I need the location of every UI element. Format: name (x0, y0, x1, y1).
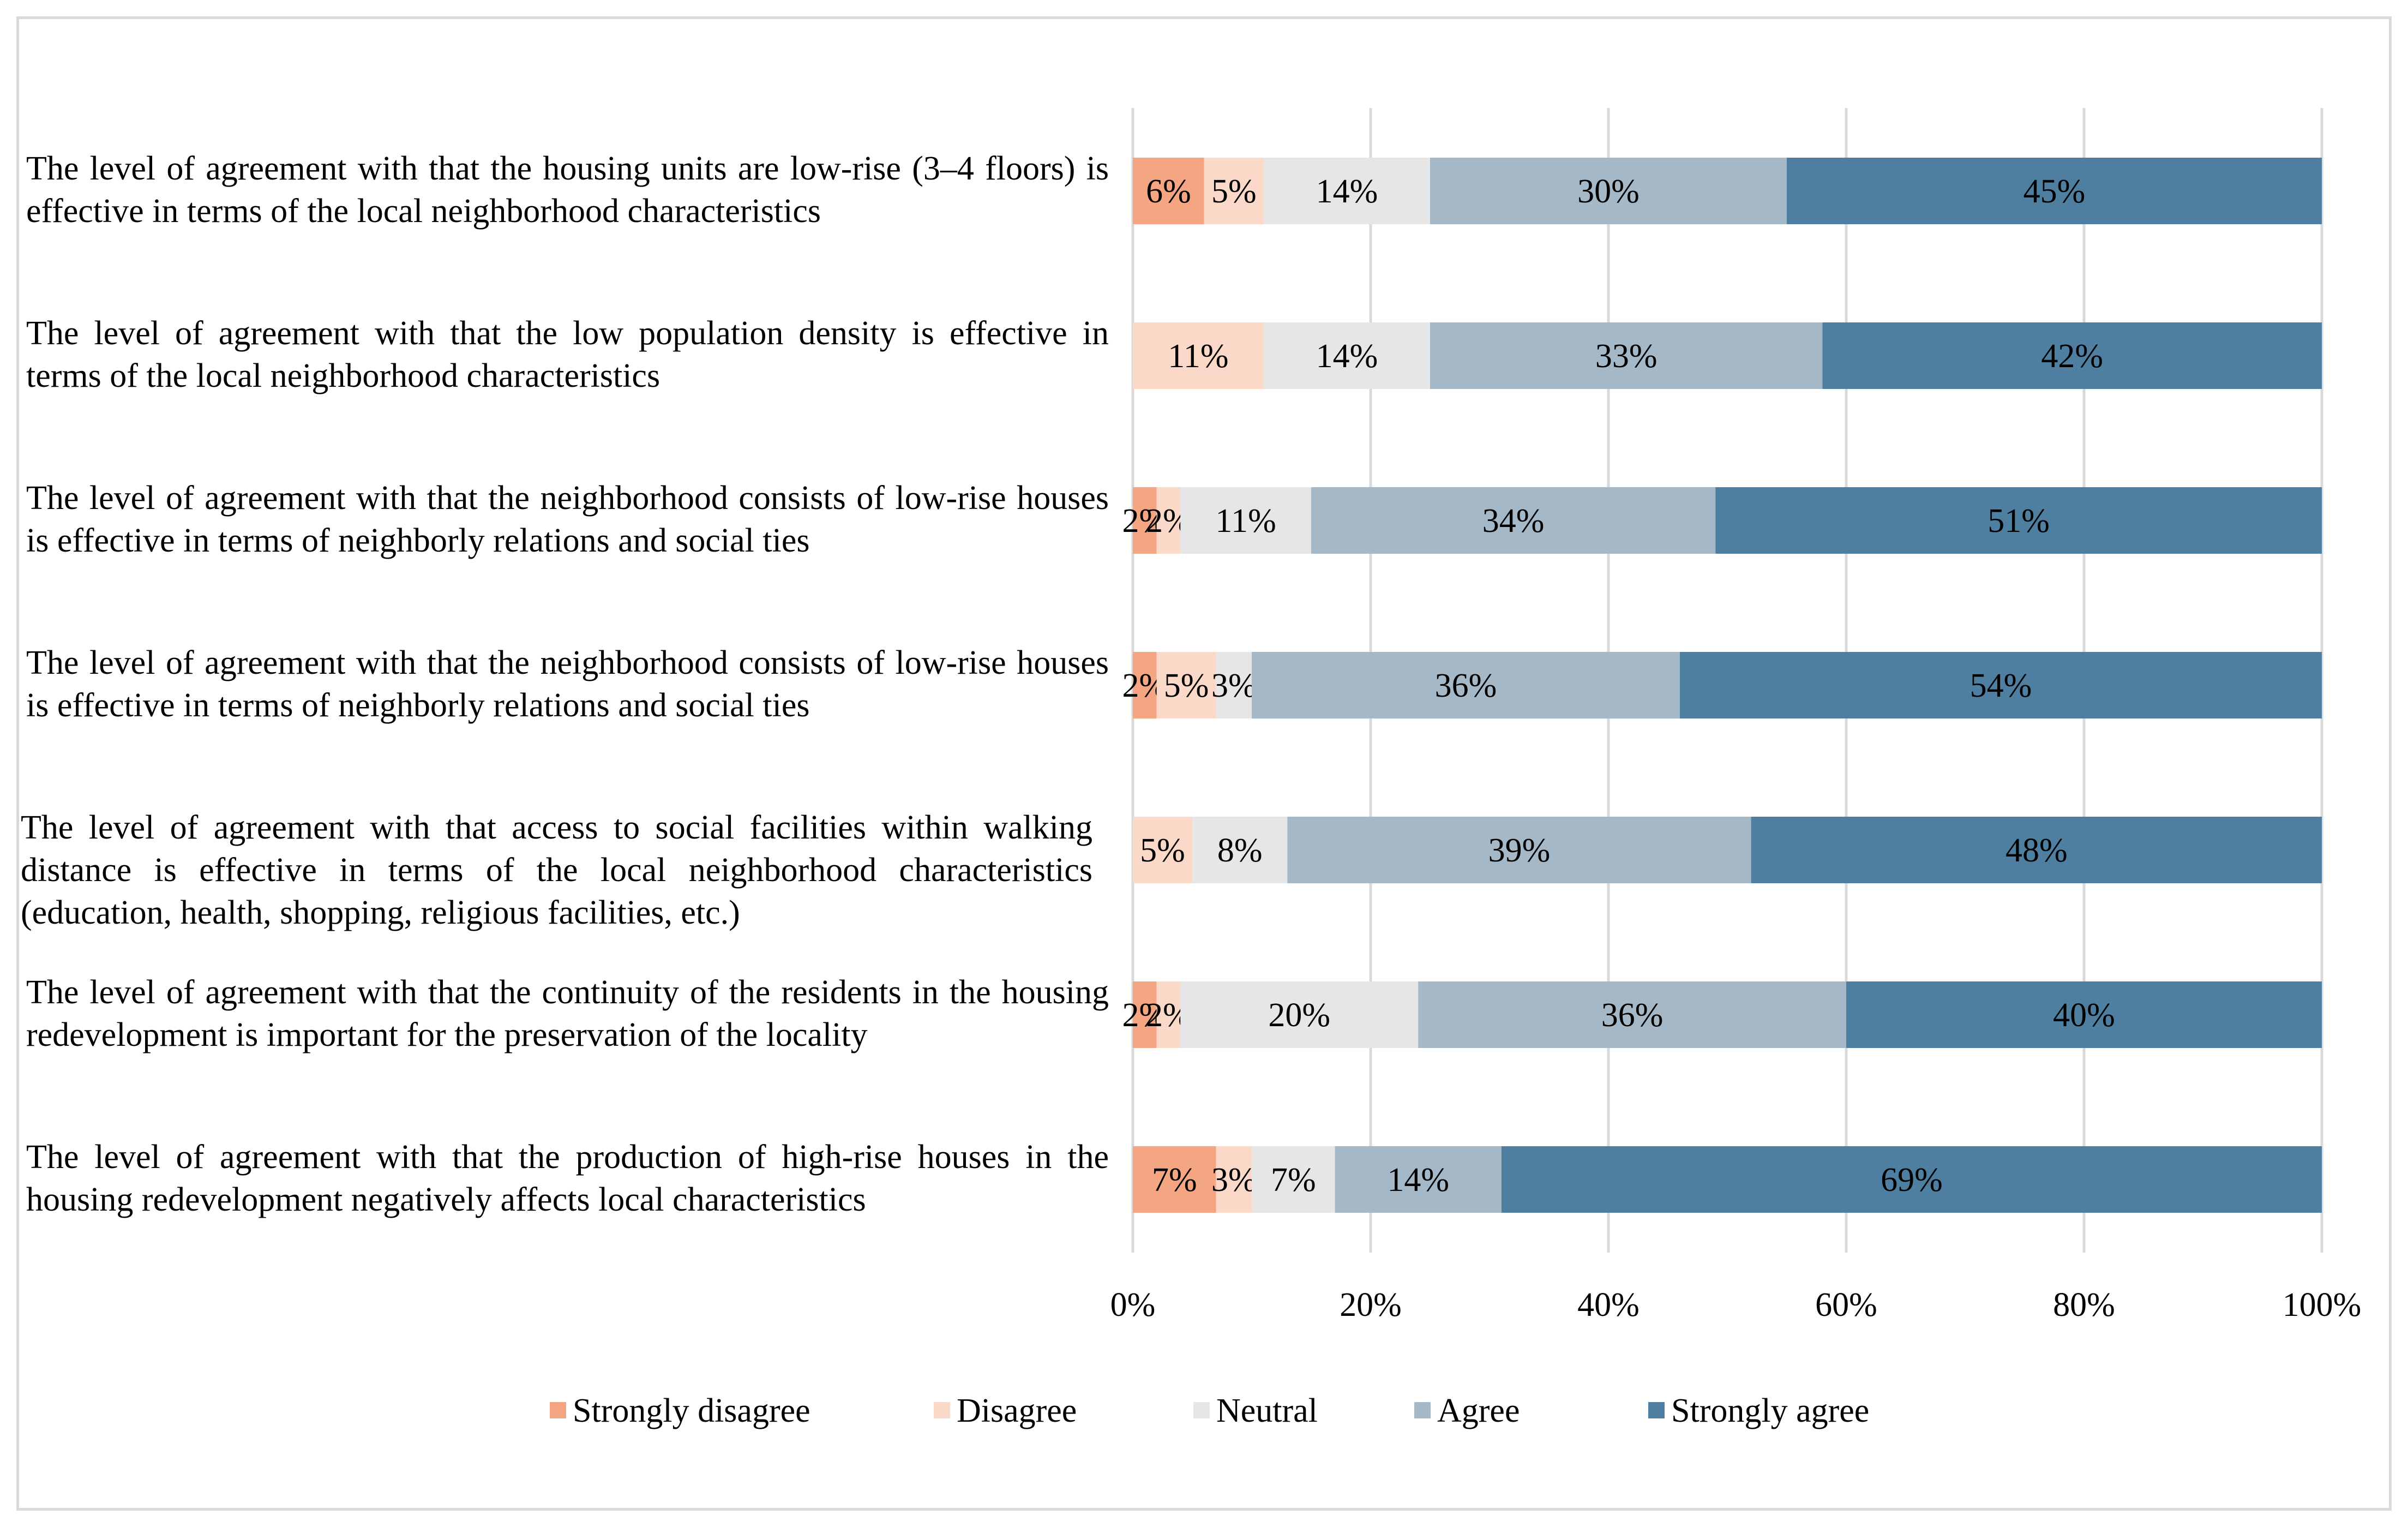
legend-label: Strongly disagree (573, 1392, 810, 1429)
bar-value-label: 6% (1146, 173, 1191, 210)
bar-segment (1787, 158, 2322, 224)
bar-value-label: 51% (1987, 502, 2050, 540)
bar-segment (1180, 487, 1311, 554)
x-tick-label: 80% (2053, 1286, 2115, 1324)
legend-swatch (550, 1402, 566, 1418)
bar-segment (1133, 1146, 1216, 1213)
category-label-4: The level of agreement with that the nei… (26, 644, 1109, 724)
category-label-6: The level of agreement with that the con… (26, 974, 1109, 1053)
category-label-2: The level of agreement with that the low… (26, 315, 1109, 394)
bar-segment (1430, 322, 1823, 389)
x-tick-label: 0% (1110, 1286, 1156, 1324)
legend: Strongly disagree Disagree Neutral Agree Str… (550, 1392, 1869, 1429)
bar-segment (1180, 981, 1419, 1048)
category-label-3: The level of agreement with that the nei… (26, 480, 1109, 559)
bar-segment (1418, 981, 1846, 1048)
bar-segment (1133, 487, 1157, 554)
bar-segment (1192, 817, 1288, 883)
bar-value-label: 14% (1316, 173, 1378, 210)
category-label-1: The level of agreement with that the hou… (26, 150, 1109, 230)
bar-segment (1133, 817, 1192, 883)
bar-value-label: 33% (1595, 338, 1658, 375)
bar-segment (1263, 158, 1430, 224)
bar-segment (1216, 652, 1252, 718)
legend-swatch (1193, 1402, 1210, 1418)
bars: 6% 5% 14% 30% 45%11% 14% 33% 42%2%2% 11% 34% 51%2%… (1122, 158, 2322, 1213)
bar-value-label: 7% (1152, 1161, 1197, 1199)
bar-segment (1263, 322, 1430, 389)
bar-value-label: 5% (1164, 667, 1209, 704)
bar-value-label: 5% (1211, 173, 1257, 210)
legend-swatch (1414, 1402, 1431, 1418)
category-label-7: The level of agreement with that the pro… (26, 1139, 1109, 1218)
bar-value-label: 45% (2023, 173, 2086, 210)
bar-segment (1216, 1146, 1252, 1213)
bar-segment (1133, 158, 1204, 224)
bar-segment (1501, 1146, 2322, 1213)
x-axis-ticks: 0% 20% 40% 60% 80% 100% (1110, 1286, 2362, 1324)
bar-segment (1715, 487, 2322, 554)
bar-value-label: 5% (1140, 832, 1185, 869)
bar-value-label: 48% (2005, 832, 2068, 869)
category-label-5: The level of agreement with that access … (21, 809, 1092, 931)
bar-value-label: 54% (1970, 667, 2032, 704)
chart-frame (16, 16, 2392, 1511)
bar-segment (1252, 652, 1680, 718)
x-tick-label: 60% (1815, 1286, 1877, 1324)
bar-value-label: 8% (1217, 832, 1263, 869)
bar-segment (1430, 158, 1787, 224)
bar-segment (1156, 981, 1181, 1048)
bar-segment (1133, 981, 1157, 1048)
bar-segment (1252, 1146, 1335, 1213)
bar-value-label: 34% (1482, 502, 1545, 540)
bar-segment (1287, 817, 1751, 883)
bar-value-label: 42% (2041, 338, 2103, 375)
legend-swatch (934, 1402, 950, 1418)
x-tick-label: 20% (1340, 1286, 1402, 1324)
bar-segment (1156, 487, 1181, 554)
legend-label: Disagree (957, 1392, 1077, 1429)
legend-swatch (1648, 1402, 1665, 1418)
bar-value-label: 69% (1881, 1161, 1943, 1199)
bar-segment (1204, 158, 1264, 224)
x-tick-label: 100% (2283, 1286, 2362, 1324)
bar-value-label: 20% (1268, 997, 1330, 1034)
legend-label: Neutral (1216, 1392, 1318, 1429)
bar-value-label: 3% (1211, 667, 1257, 704)
bar-value-label: 11% (1168, 338, 1228, 375)
bar-segment (1846, 981, 2322, 1048)
bar-segment (1156, 652, 1216, 718)
bar-segment (1133, 322, 1264, 389)
bar-value-label: 14% (1316, 338, 1378, 375)
bar-segment (1335, 1146, 1502, 1213)
bar-value-label: 3% (1211, 1161, 1257, 1199)
bar-segment (1679, 652, 2322, 718)
bar-value-label: 14% (1387, 1161, 1449, 1199)
bar-segment (1133, 652, 1157, 718)
bar-segment (1751, 817, 2322, 883)
x-tick-label: 40% (1577, 1286, 1640, 1324)
bar-value-label: 36% (1601, 997, 1664, 1034)
bar-value-label: 39% (1488, 832, 1551, 869)
bar-value-label: 7% (1271, 1161, 1316, 1199)
bar-segment (1311, 487, 1716, 554)
bar-value-label: 30% (1577, 173, 1640, 210)
legend-label: Agree (1437, 1392, 1520, 1429)
bar-value-label: 40% (2053, 997, 2115, 1034)
bar-value-label: 11% (1215, 502, 1276, 540)
bar-value-label: 36% (1435, 667, 1497, 704)
bar-segment (1822, 322, 2322, 389)
legend-label: Strongly agree (1671, 1392, 1869, 1429)
